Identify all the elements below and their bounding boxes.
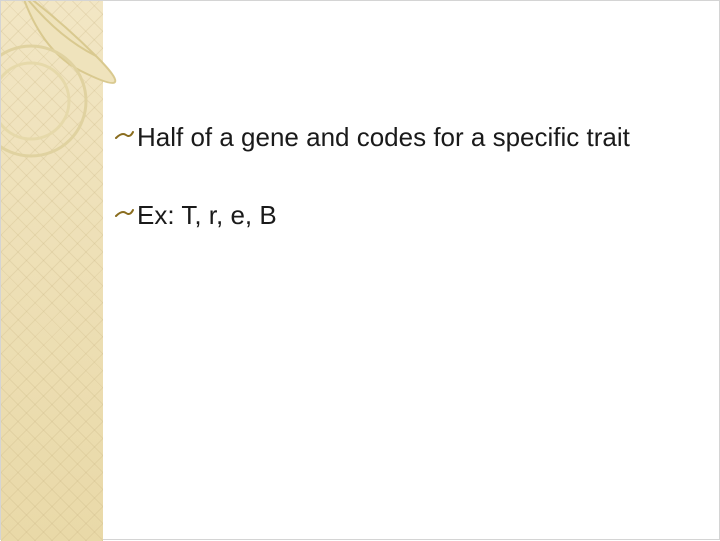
bullet-text: Ex: T, r, e, B	[137, 199, 277, 233]
leaf-shape	[21, 1, 115, 83]
ring-inner	[1, 63, 69, 139]
content-area: Half of a gene and codes for a specific …	[113, 121, 673, 277]
slide: Half of a gene and codes for a specific …	[0, 0, 720, 540]
bullet-glyph-icon	[113, 203, 135, 230]
bullet-item: Half of a gene and codes for a specific …	[113, 121, 673, 155]
bullet-glyph-icon	[113, 125, 135, 152]
bullet-text: Half of a gene and codes for a specific …	[137, 121, 630, 155]
bullet-item: Ex: T, r, e, B	[113, 199, 673, 233]
